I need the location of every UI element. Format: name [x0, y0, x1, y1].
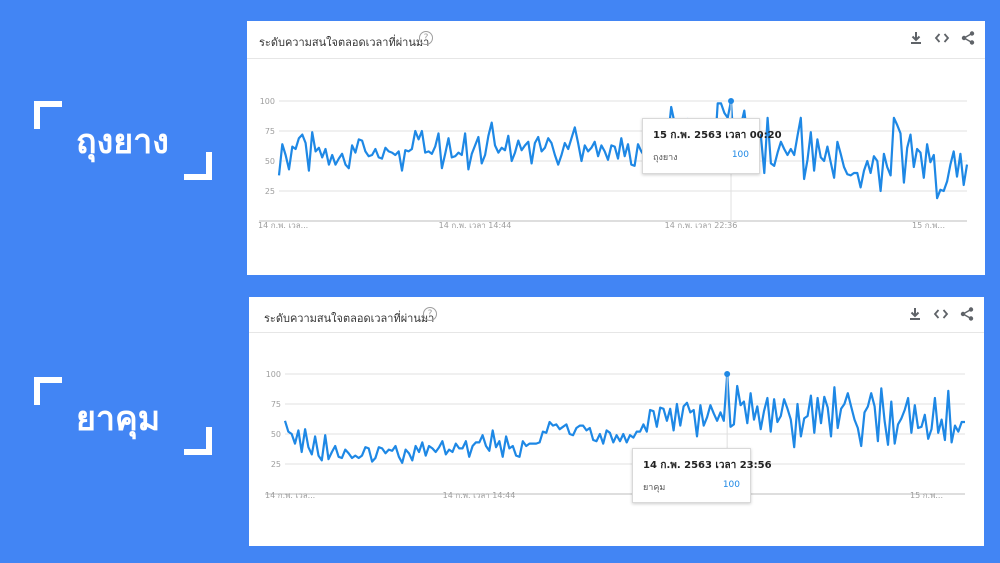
panel-divider [247, 58, 985, 59]
y-tick-label: 50 [271, 430, 281, 439]
hover-point [728, 98, 735, 104]
panel-title: ระดับความสนใจตลอดเวลาที่ผ่านมา [259, 36, 430, 49]
tooltip-value: 100 [722, 480, 740, 490]
x-tick-label: 15 ก.พ... [910, 491, 943, 500]
embed-icon[interactable] [934, 30, 950, 46]
share-icon[interactable] [959, 306, 975, 322]
line-chart: 100 75 50 25 14 ก.พ. เวล... 14 ก.พ. เวลา 14:4… [265, 370, 965, 500]
tooltip-date: 15 ก.พ. 2563 เวลา 00:20 [653, 130, 782, 141]
download-icon[interactable] [908, 30, 924, 46]
corner-bracket-top-left [34, 377, 62, 405]
download-icon[interactable] [907, 306, 923, 322]
x-tick-label: 14 ก.พ. เวลา 14:44 [439, 221, 512, 230]
panel-divider [249, 332, 984, 333]
y-tick-label: 50 [265, 157, 275, 166]
corner-bracket-bottom-right [184, 427, 212, 455]
tooltip-term: ถุงยาง [653, 153, 678, 163]
y-tick-label: 100 [260, 97, 275, 106]
series-line [283, 372, 965, 464]
help-icon[interactable]: ? [423, 307, 437, 321]
x-tick-label: 15 ก.พ... [912, 221, 945, 230]
x-tick-label: 14 ก.พ. เวล... [258, 221, 308, 230]
y-tick-label: 100 [266, 370, 281, 379]
chart-tooltip: 14 ก.พ. 2563 เวลา 23:56 ยาคุม 100 [632, 448, 772, 503]
interest-over-time-panel: ระดับความสนใจตลอดเวลาที่ผ่านมา ? 100 75 50… [247, 21, 985, 275]
hover-point [724, 371, 731, 377]
y-tick-label: 25 [271, 460, 281, 469]
tooltip-date: 14 ก.พ. 2563 เวลา 23:56 [643, 460, 772, 471]
help-icon[interactable]: ? [419, 31, 433, 45]
keyword-label: ถุงยาง [76, 122, 169, 162]
x-tick-label: 14 ก.พ. เวล... [265, 491, 315, 500]
chart-tooltip: 15 ก.พ. 2563 เวลา 00:20 ถุงยาง 100 [642, 118, 782, 174]
keyword-label: ยาคุม [76, 399, 161, 439]
x-tick-label: 14 ก.พ. เวลา 22:36 [665, 221, 738, 230]
y-tick-label: 75 [271, 400, 281, 409]
interest-over-time-panel: ระดับความสนใจตลอดเวลาที่ผ่านมา ? 100 75 50… [249, 297, 984, 546]
y-tick-label: 75 [265, 127, 275, 136]
tooltip-term: ยาคุม [643, 483, 666, 493]
y-tick-label: 25 [265, 187, 275, 196]
x-tick-label: 14 ก.พ. เวลา 14:44 [443, 491, 516, 500]
corner-bracket-top-left [34, 101, 62, 129]
series-line [277, 99, 969, 200]
corner-bracket-bottom-right [184, 152, 212, 180]
panel-title: ระดับความสนใจตลอดเวลาที่ผ่านมา [264, 312, 435, 325]
line-chart: 100 75 50 25 14 ก.พ. เวล... 14 ก.พ. เวลา 14:4… [258, 97, 969, 230]
share-icon[interactable] [960, 30, 976, 46]
embed-icon[interactable] [933, 306, 949, 322]
tooltip-value: 100 [731, 150, 749, 160]
